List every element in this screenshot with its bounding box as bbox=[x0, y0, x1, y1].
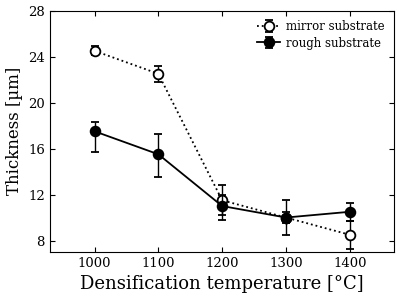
Y-axis label: Thickness [µm]: Thickness [µm] bbox=[6, 67, 22, 196]
X-axis label: Densification temperature [°C]: Densification temperature [°C] bbox=[80, 275, 364, 293]
Legend: mirror substrate, rough substrate: mirror substrate, rough substrate bbox=[253, 16, 388, 53]
